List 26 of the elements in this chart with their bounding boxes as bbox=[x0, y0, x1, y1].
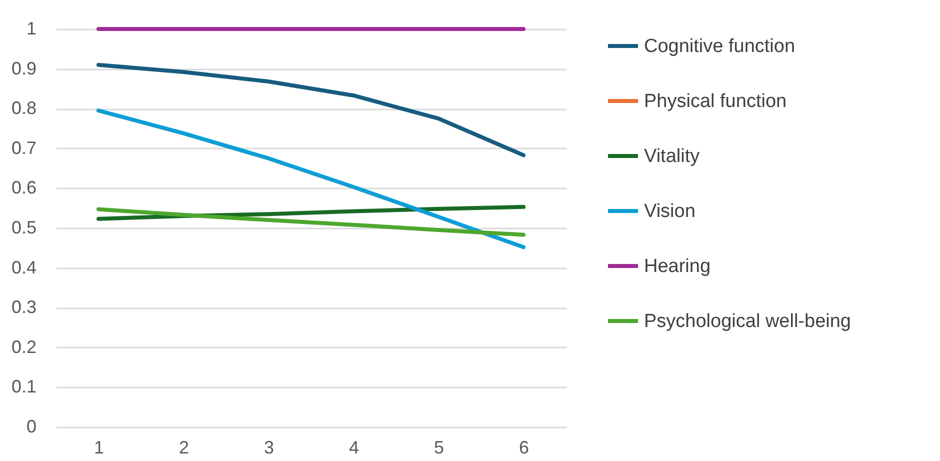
x-tick-label: 6 bbox=[518, 438, 530, 458]
y-tick-label: 0.9 bbox=[11, 58, 36, 78]
y-tick-label: 0 bbox=[26, 416, 36, 436]
y-tick-label: 1 bbox=[26, 18, 36, 38]
y-tick-label: 0.7 bbox=[11, 138, 36, 158]
x-tick-label: 1 bbox=[94, 438, 104, 458]
legend-label: Physical function bbox=[644, 91, 787, 112]
y-tick-label: 0.3 bbox=[11, 297, 36, 318]
line-series bbox=[96, 62, 526, 158]
y-tick-label: 0.1 bbox=[11, 376, 36, 397]
y-tick-label: 0.5 bbox=[11, 218, 36, 238]
y-tick-label: 0.8 bbox=[11, 98, 36, 118]
legend-label: Vision bbox=[644, 201, 696, 222]
legend-label: Cognitive function bbox=[644, 36, 796, 57]
legend-label: Hearing bbox=[644, 256, 711, 277]
y-tick-label: 0.6 bbox=[11, 178, 36, 198]
y-tick-label: 0.2 bbox=[11, 336, 36, 357]
line-series bbox=[96, 207, 526, 237]
legend-label: Vitality bbox=[644, 146, 700, 167]
legend-label: Psychological well-being bbox=[644, 311, 851, 332]
x-tick-label: 4 bbox=[348, 438, 360, 458]
x-tick-label: 5 bbox=[434, 438, 444, 458]
x-tick-label: 2 bbox=[178, 438, 190, 458]
y-tick-label: 0.4 bbox=[11, 257, 36, 278]
line-series bbox=[96, 108, 526, 250]
x-tick-label: 3 bbox=[264, 438, 274, 458]
